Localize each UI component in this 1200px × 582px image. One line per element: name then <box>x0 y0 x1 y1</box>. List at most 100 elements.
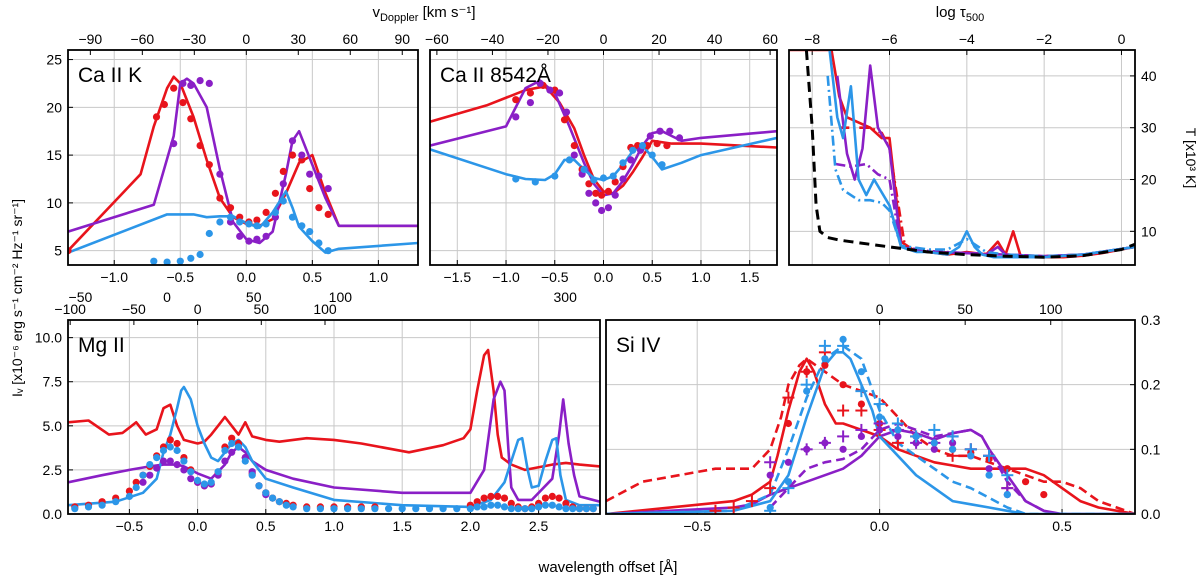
data-point <box>288 151 297 159</box>
data-point <box>139 471 147 479</box>
data-point <box>324 210 332 218</box>
data-point <box>245 237 253 245</box>
data-point <box>985 471 993 479</box>
data-point <box>159 457 168 465</box>
y-tick-label: 7.5 <box>43 374 63 390</box>
y-tick-label: 2.5 <box>43 462 63 478</box>
xlabel: wavelength offset [Å] <box>538 559 678 576</box>
data-point <box>569 505 577 513</box>
data-point <box>298 222 306 230</box>
data-point <box>166 443 174 451</box>
data-point <box>930 439 938 447</box>
data-point <box>228 448 236 456</box>
data-point <box>599 174 608 182</box>
y-tick-label: 20 <box>1141 172 1157 188</box>
data-point <box>803 387 811 395</box>
secondary-x-label: 300 <box>554 289 578 305</box>
data-point <box>262 220 270 228</box>
data-point <box>582 505 591 513</box>
series-siiv-red-dashed <box>606 357 1135 514</box>
data-point <box>541 501 550 509</box>
panel-frame <box>67 319 601 515</box>
data-point <box>570 142 578 150</box>
data-point <box>371 505 379 513</box>
series-mgii-purple-obs <box>139 443 270 499</box>
data-point <box>163 258 171 265</box>
y-tick-label: 15 <box>46 147 62 163</box>
series-temperature-blue-temp <box>828 50 1135 259</box>
data-point <box>228 434 236 442</box>
data-point <box>125 487 133 495</box>
x-tick-label: 0.0 <box>188 518 208 534</box>
top-tick-label: 90 <box>394 31 410 47</box>
data-point <box>784 458 793 466</box>
data-point <box>425 505 434 513</box>
data-point <box>648 151 656 159</box>
x-tick-label: −1.5 <box>443 269 471 285</box>
data-point <box>494 501 502 509</box>
top-tick-label: 0 <box>242 31 250 47</box>
series-temperature-black-reference <box>804 50 1135 259</box>
x-tick-label: −1.0 <box>492 269 520 285</box>
data-point <box>521 505 529 513</box>
data-point <box>255 482 263 490</box>
x-tick-label: −0.5 <box>116 518 144 534</box>
data-point <box>236 232 244 240</box>
data-point <box>173 446 181 455</box>
data-point <box>480 494 488 502</box>
data-point <box>580 165 588 173</box>
data-point <box>173 461 181 469</box>
data-point <box>839 445 847 453</box>
data-point <box>675 134 684 142</box>
data-point <box>555 503 563 511</box>
panel-frame <box>429 49 778 266</box>
data-point <box>226 213 235 221</box>
data-point <box>125 492 133 500</box>
data-point <box>562 505 570 513</box>
data-point <box>200 480 208 488</box>
data-point <box>560 116 569 124</box>
data-point <box>548 501 556 509</box>
data-point <box>766 471 774 479</box>
data-point <box>949 445 957 453</box>
data-point <box>344 505 352 513</box>
top-tick-label: 20 <box>651 31 667 47</box>
panel-mgii: −0.5 0.0 0.5 1.0 1.5 2.0 2.5 −100 −50 0 50 100 0.0 2.… <box>35 301 601 534</box>
plot-area <box>68 348 600 513</box>
data-point <box>315 239 323 247</box>
data-point <box>1040 491 1048 499</box>
data-point <box>562 499 570 507</box>
data-point <box>821 355 829 363</box>
top-tick-label: 50 <box>957 301 973 317</box>
top-tick-label: −100 <box>54 301 86 317</box>
panel-caiik: −1.0 −0.5 0.0 0.5 1.0 −50 0 50 100 −90 −60 −30 0 30 60… <box>46 31 419 305</box>
top-tick-label: −60 <box>425 31 449 47</box>
data-point <box>262 489 270 497</box>
data-point <box>876 426 884 434</box>
plot-area <box>68 75 418 265</box>
data-point <box>627 156 635 164</box>
data-point <box>839 381 847 389</box>
data-point <box>179 99 187 107</box>
top-tick-label: 60 <box>762 31 778 47</box>
data-point <box>565 156 574 164</box>
secondary-x-label: −50 <box>69 289 93 305</box>
top-tick-label: −30 <box>182 31 206 47</box>
data-point <box>500 494 509 502</box>
data-point <box>611 191 619 199</box>
data-point <box>196 250 204 259</box>
data-point <box>187 81 195 89</box>
data-point <box>303 505 311 513</box>
top-tick-label: 50 <box>254 301 270 317</box>
data-point <box>187 475 195 483</box>
data-point <box>473 498 481 506</box>
top-tick-label: −50 <box>122 301 146 317</box>
data-point <box>253 216 261 224</box>
top-label-tau: log τ500 <box>936 4 984 24</box>
data-point <box>766 503 774 512</box>
data-point <box>949 439 957 447</box>
y-tick-label: 0.0 <box>43 506 63 522</box>
data-point <box>619 175 627 183</box>
data-point <box>821 439 829 447</box>
